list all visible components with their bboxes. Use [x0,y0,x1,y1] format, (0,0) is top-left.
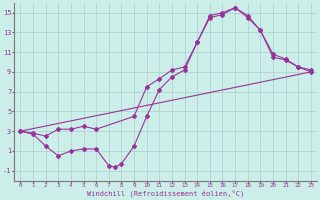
X-axis label: Windchill (Refroidissement éolien,°C): Windchill (Refroidissement éolien,°C) [87,190,244,197]
